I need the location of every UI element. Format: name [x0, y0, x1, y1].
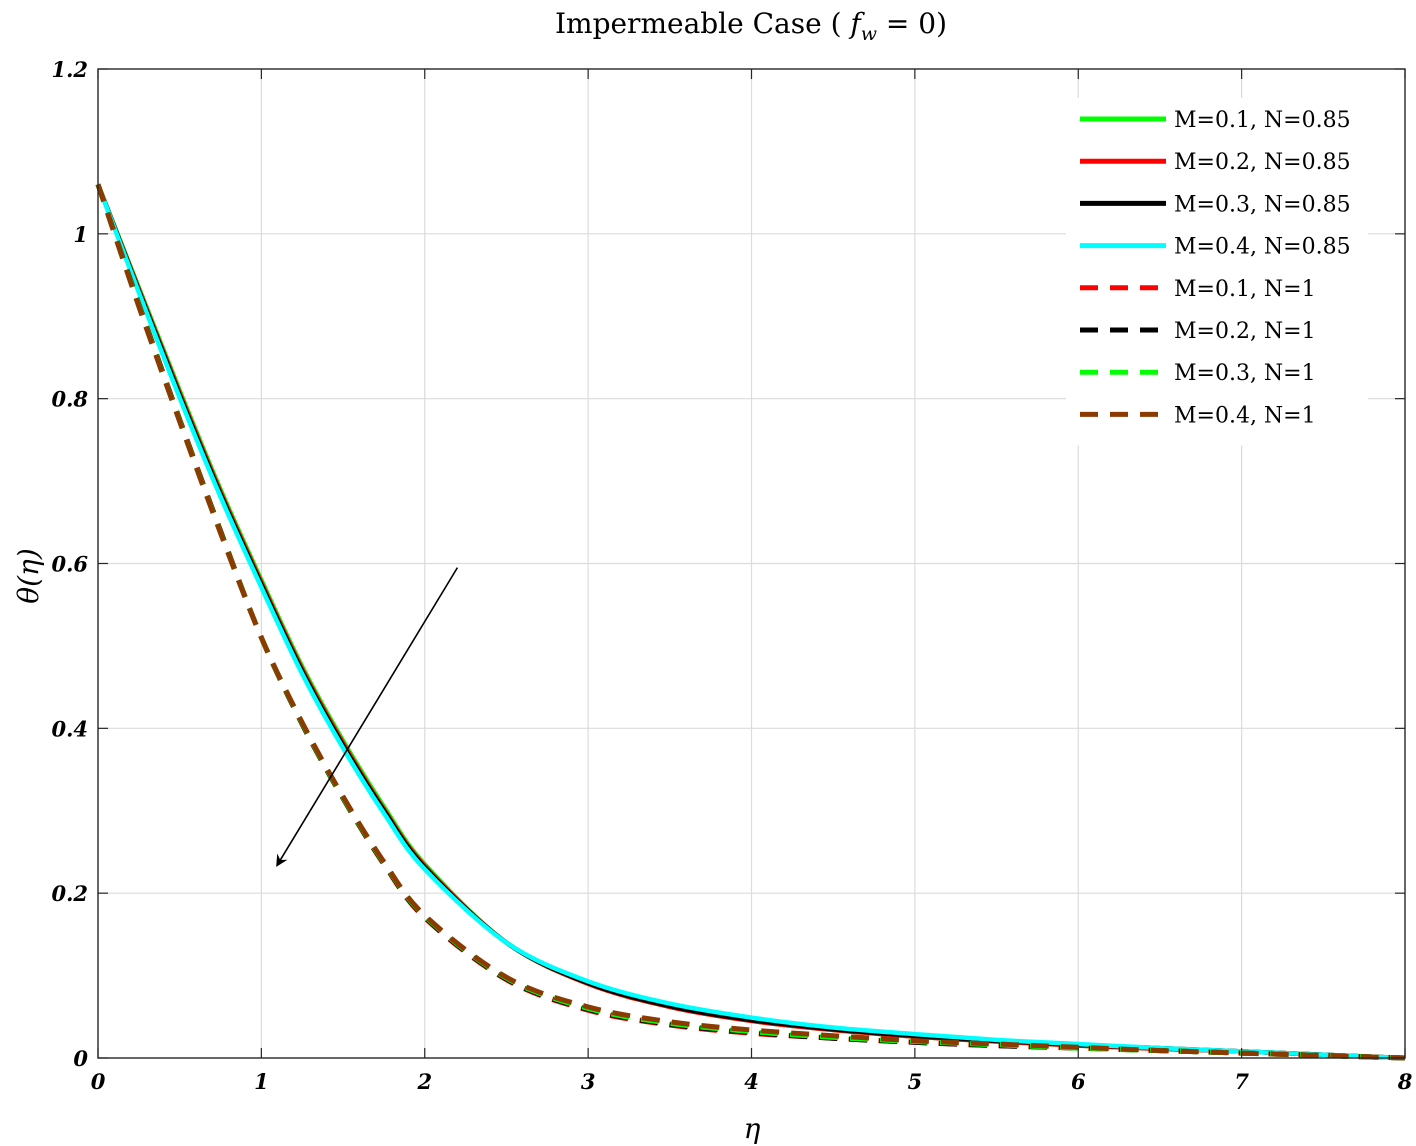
chart-title: Impermeable Case ( fw = 0) — [555, 7, 947, 45]
axes: 0 1 2 3 4 5 6 7 8 0 0.2 0.4 0.6 0.8 1 1.2 — [51, 57, 1412, 1094]
title-sub: w — [861, 23, 877, 45]
x-tick-label: 7 — [1234, 1069, 1249, 1094]
series-line-4 — [95, 183, 1406, 1061]
x-tick-label: 4 — [744, 1069, 759, 1094]
y-tick-label: 0.2 — [51, 881, 88, 906]
x-tick-label: 2 — [416, 1069, 432, 1094]
title-prefix: Impermeable Case ( — [555, 7, 850, 40]
x-tick-label: 0 — [91, 1069, 106, 1094]
legend-label-2: M=0.2, N=0.85 — [1174, 150, 1351, 175]
y-tick-label: 0 — [73, 1046, 88, 1071]
y-tick-label: 0.4 — [51, 716, 88, 741]
legend-box — [1066, 98, 1368, 446]
y-tick-label: 0.6 — [51, 552, 88, 577]
annotations — [276, 567, 459, 867]
x-tick-label: 3 — [581, 1069, 596, 1094]
title-suffix: = 0) — [877, 7, 947, 40]
x-tick-label: 1 — [254, 1069, 269, 1094]
legend-label-4: M=0.4, N=0.85 — [1174, 235, 1351, 260]
x-tick-label: 6 — [1071, 1069, 1086, 1094]
y-tick-label: 1 — [73, 222, 88, 247]
y-tick-label: 0.8 — [51, 387, 88, 412]
y-tick-label: 1.2 — [51, 57, 88, 82]
legend: M=0.1, N=0.85 M=0.2, N=0.85 M=0.3, N=0.85 M… — [1066, 98, 1368, 446]
legend-label-5: M=0.1, N=1 — [1174, 277, 1316, 302]
legend-label-6: M=0.2, N=1 — [1174, 319, 1316, 344]
x-axis-label: η — [744, 1112, 761, 1145]
trend-arrow — [276, 567, 459, 867]
legend-label-7: M=0.3, N=1 — [1174, 361, 1316, 386]
x-tick-label: 5 — [908, 1069, 923, 1094]
series-lines — [95, 183, 1406, 1061]
legend-label-3: M=0.3, N=0.85 — [1174, 192, 1351, 217]
series-line-8 — [95, 183, 1406, 1061]
y-axis-label: θ(η) — [12, 548, 45, 603]
legend-label-1: M=0.1, N=0.85 — [1174, 108, 1351, 133]
x-tick-label: 8 — [1397, 1069, 1413, 1094]
legend-label-8: M=0.4, N=1 — [1174, 403, 1316, 428]
plot-frame — [97, 68, 1406, 1059]
